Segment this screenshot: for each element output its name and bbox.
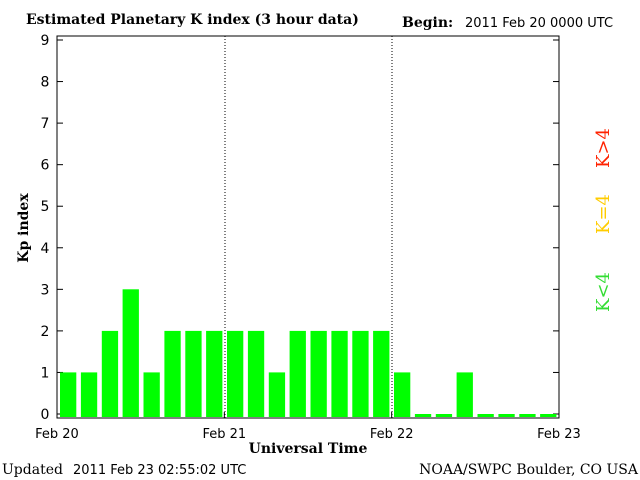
begin-label: Begin: (402, 15, 453, 31)
y-tick-label: 2 (41, 324, 50, 340)
kp-bar (60, 372, 77, 417)
kp-bar (227, 330, 244, 417)
y-axis-title: Kp index (16, 193, 32, 263)
y-tick-label: 6 (41, 158, 50, 174)
kp-bar (394, 372, 411, 417)
kp-bar (414, 414, 432, 417)
kp-bar (80, 372, 98, 417)
y-tick-label: 4 (41, 241, 50, 257)
legend-k-less-4: K<4 (593, 272, 614, 312)
x-tick-label: Feb 22 (370, 427, 414, 442)
kp-bar (247, 330, 265, 417)
kp-bar (373, 330, 390, 417)
y-tick-label: 7 (41, 116, 50, 132)
kp-bar (310, 330, 327, 417)
y-tick-label: 3 (41, 282, 50, 298)
kp-bar (101, 330, 119, 417)
kp-bar (352, 330, 369, 417)
kp-bar (289, 330, 306, 417)
credit-text: NOAA/SWPC Boulder, CO USA (419, 462, 639, 478)
kp-bar (456, 372, 473, 417)
kp-bar (122, 289, 139, 417)
kp-bar (206, 330, 223, 417)
y-tick-label: 0 (41, 407, 50, 423)
chart-title: Estimated Planetary K index (3 hour data… (26, 12, 359, 28)
updated-label: Updated (2, 462, 63, 478)
y-tick-label: 1 (41, 365, 50, 381)
y-tick-label: 5 (41, 199, 50, 215)
kp-bar (498, 414, 515, 417)
kp-bar (143, 372, 160, 417)
plot-area (56, 35, 560, 419)
legend-k-equal-4: K=4 (593, 194, 614, 234)
y-tick-label: 8 (41, 75, 50, 91)
x-tick-label: Feb 21 (202, 427, 246, 442)
x-tick-label: Feb 23 (537, 427, 581, 442)
x-tick-label: Feb 20 (35, 427, 79, 442)
y-axis-ticks: 0 1 2 3 4 5 6 7 8 9 (41, 33, 559, 423)
x-axis-title: Universal Time (249, 441, 368, 457)
bars-group (60, 289, 557, 417)
kp-bar (477, 414, 494, 417)
updated-value: 2011 Feb 23 02:55:02 UTC (73, 463, 246, 478)
kp-bar (331, 330, 348, 417)
kp-bar (185, 330, 202, 417)
begin-value: 2011 Feb 20 0000 UTC (465, 16, 613, 31)
x-axis-labels: Feb 20 Feb 21 Feb 22 Feb 23 (35, 412, 581, 442)
kp-bar (435, 414, 453, 417)
kp-bar (540, 414, 557, 417)
y-tick-label: 9 (41, 33, 50, 49)
kp-bar (268, 372, 286, 417)
kp-bar (164, 330, 181, 417)
kp-bar (519, 414, 536, 417)
legend-k-greater-4: K>4 (593, 128, 614, 168)
